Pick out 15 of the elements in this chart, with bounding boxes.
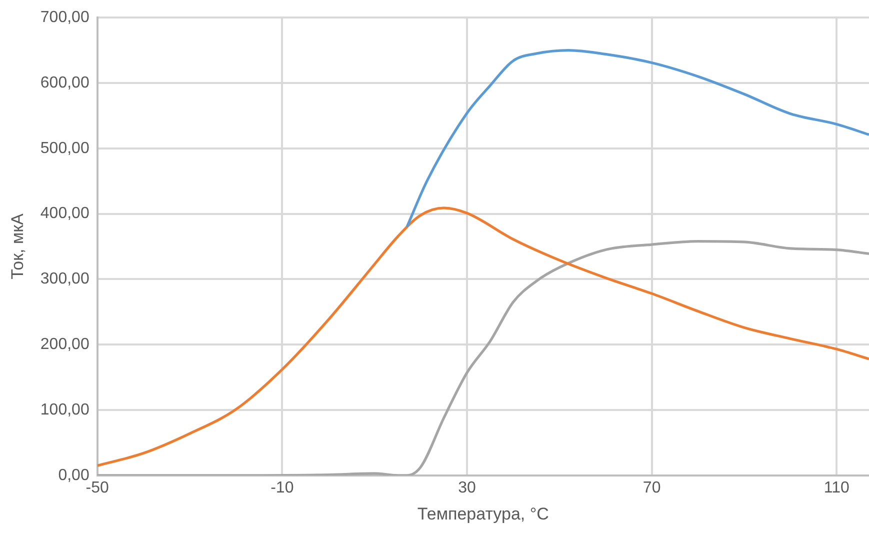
y-tick-label: 300,00 <box>40 270 90 288</box>
y-axis-title: Ток, мкА <box>8 212 27 280</box>
x-axis-title: Температура, °C <box>417 504 549 524</box>
line-series <box>406 49 869 228</box>
x-tick-label: 110 <box>824 479 850 496</box>
x-tick-label: 30 <box>458 479 476 496</box>
y-tick-label: 600,00 <box>40 74 90 92</box>
line-series <box>97 206 869 467</box>
x-tick-label: -10 <box>270 479 294 496</box>
y-tick-label: 100,00 <box>40 401 90 418</box>
y-tick-label: 500,00 <box>40 140 90 157</box>
y-tick-label: 400,00 <box>40 205 90 222</box>
x-tick-label: 70 <box>642 479 661 496</box>
y-tick-label: 200,00 <box>40 336 90 354</box>
y-tick-label: 700,00 <box>40 9 90 26</box>
